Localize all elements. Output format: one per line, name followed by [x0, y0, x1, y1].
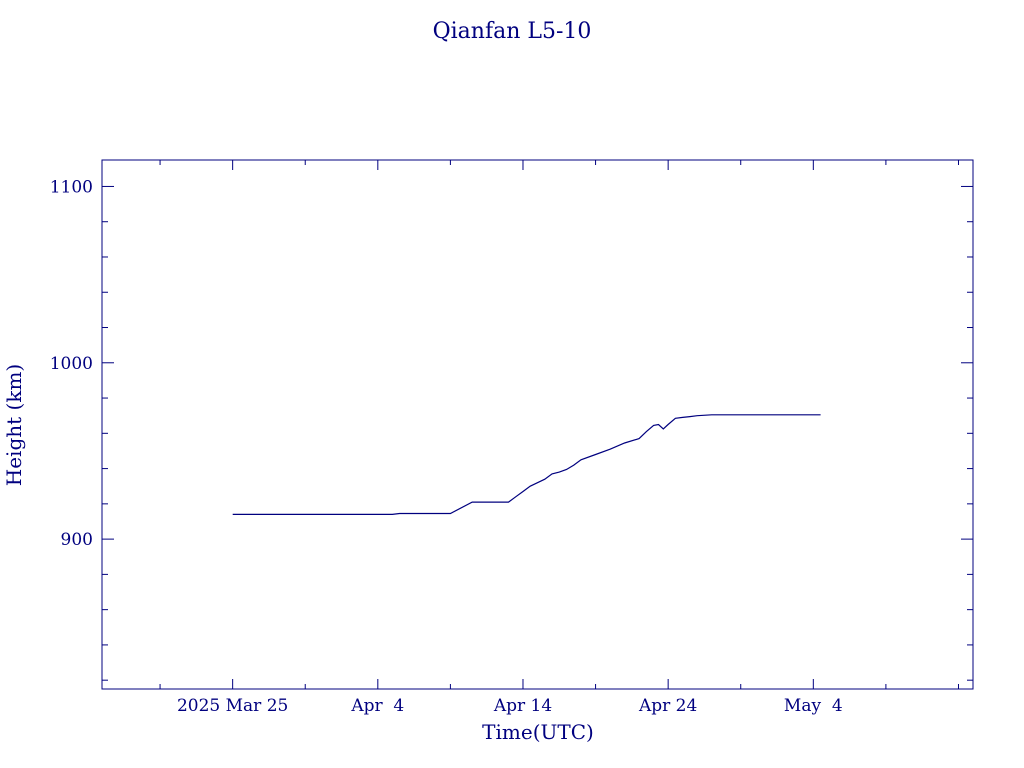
y-axis-label: Height (km) [2, 364, 26, 486]
chart-title: Qianfan L5-10 [433, 19, 592, 44]
y-tick-label: 1000 [50, 354, 93, 374]
y-tick-label: 1100 [50, 177, 93, 197]
x-tick-labels: 2025 Mar 25 Apr 4 Apr 14 Apr 24 May 4 [177, 696, 843, 716]
height-series-line [232, 414, 821, 515]
x-tick-label: May 4 [784, 696, 843, 716]
plot-frame [101, 159, 974, 690]
axis-ticks [102, 160, 973, 689]
x-tick-label: Apr 24 [638, 696, 697, 716]
x-tick-label: 2025 Mar 25 [177, 696, 288, 716]
x-tick-label: Apr 4 [350, 696, 404, 716]
x-tick-label: Apr 14 [493, 696, 552, 716]
y-tick-label: 900 [61, 530, 93, 550]
y-tick-labels: 900 1000 1100 [50, 177, 93, 550]
x-axis-label: Time(UTC) [482, 720, 594, 744]
